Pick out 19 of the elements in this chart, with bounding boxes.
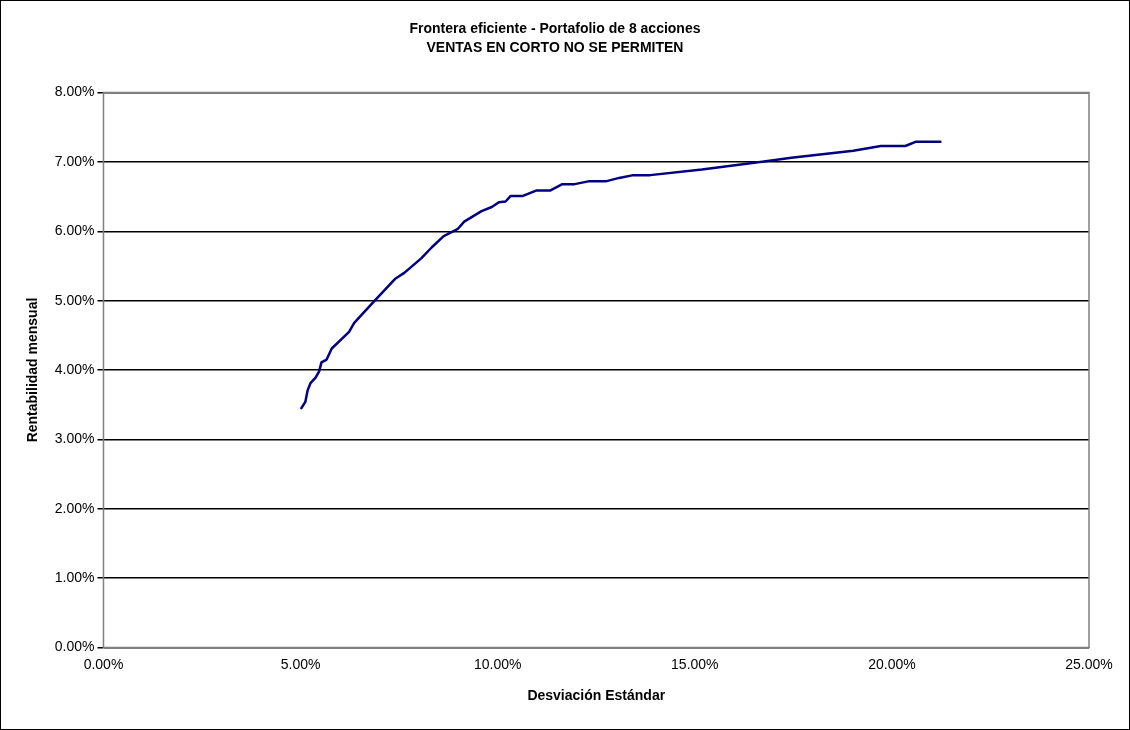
chart-title: Frontera eficiente - Portafolio de 8 acciones — [409, 20, 701, 37]
y-tick-label: 8.00% — [54, 83, 95, 100]
y-tick-label: 5.00% — [54, 291, 95, 308]
y-tick-label: 2.00% — [54, 499, 95, 516]
y-axis-title: Rentabilidad mensual — [24, 297, 41, 443]
x-tick-label: 5.00% — [280, 655, 321, 672]
chart-subtitle: VENTAS EN CORTO NO SE PERMITEN — [426, 39, 684, 56]
y-tick-label: 4.00% — [54, 360, 95, 377]
y-tick-label: 0.00% — [54, 638, 95, 655]
y-tick-label: 7.00% — [54, 152, 95, 169]
y-tick-label: 6.00% — [54, 222, 95, 239]
x-tick-label: 20.00% — [868, 655, 916, 672]
x-tick-label: 0.00% — [83, 655, 124, 672]
x-axis-title: Desviación Estándar — [527, 687, 666, 704]
y-tick-label: 1.00% — [54, 568, 95, 585]
x-tick-label: 15.00% — [671, 655, 719, 672]
x-tick-label: 25.00% — [1065, 655, 1113, 672]
x-tick-label: 10.00% — [473, 655, 522, 672]
y-tick-label: 3.00% — [54, 430, 95, 447]
